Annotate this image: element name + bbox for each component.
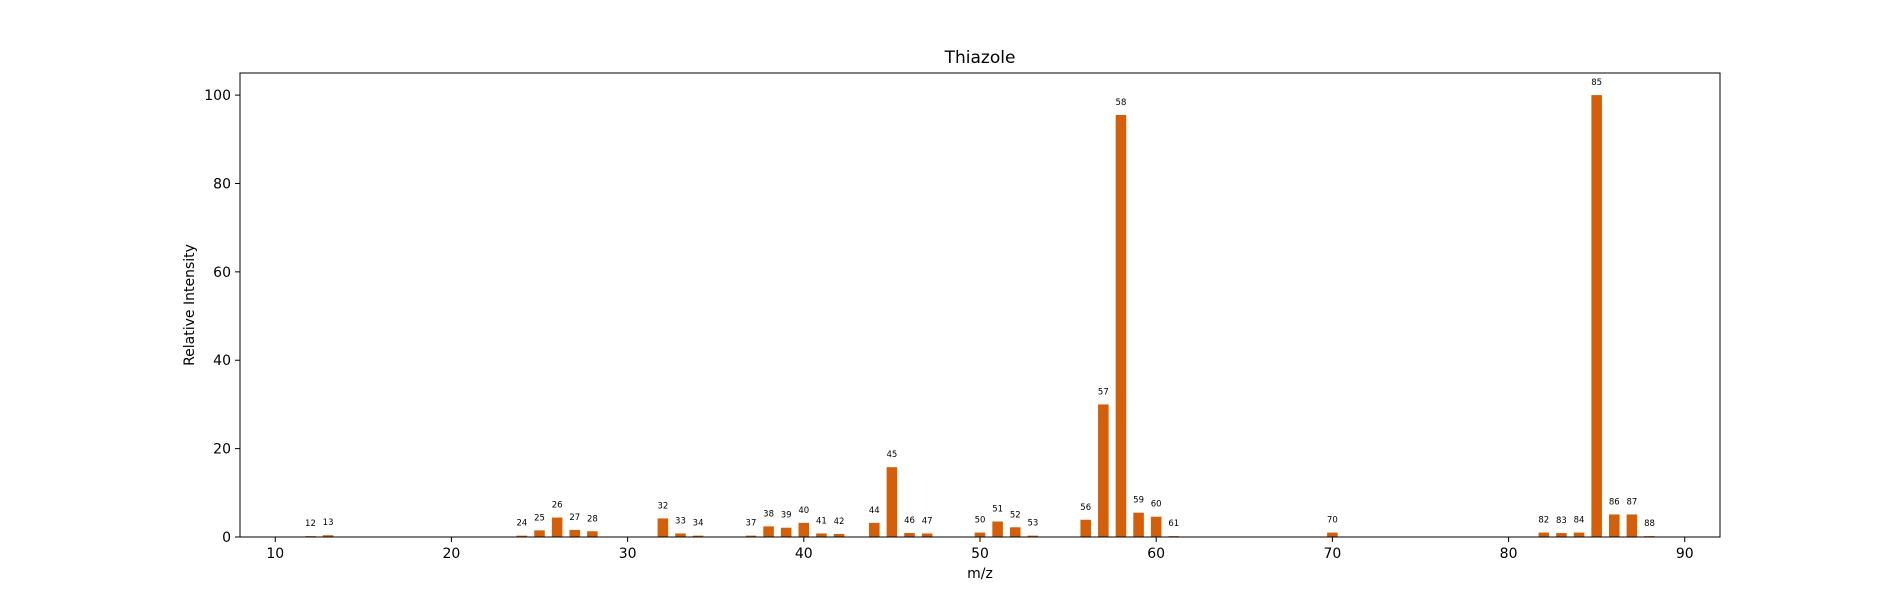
bar-mz-42 bbox=[833, 533, 845, 537]
y-tick-label-20: 20 bbox=[213, 442, 231, 458]
y-tick-label-80: 80 bbox=[213, 176, 231, 192]
bar-label-mz-53: 53 bbox=[1027, 519, 1038, 529]
bar-mz-47 bbox=[921, 533, 933, 537]
chart-title: Thiazole bbox=[944, 48, 1016, 68]
bar-mz-53 bbox=[1027, 535, 1039, 537]
bar-mz-46 bbox=[904, 533, 915, 537]
bar-mz-25 bbox=[534, 530, 545, 537]
bar-mz-85 bbox=[1591, 95, 1602, 537]
bar-label-mz-37: 37 bbox=[746, 519, 757, 529]
bar-mz-82 bbox=[1538, 532, 1550, 537]
bar-label-mz-25: 25 bbox=[534, 513, 545, 523]
x-tick-label-70: 70 bbox=[1323, 546, 1341, 562]
bar-label-mz-34: 34 bbox=[693, 519, 704, 529]
bar-label-mz-82: 82 bbox=[1538, 516, 1549, 526]
bar-label-mz-56: 56 bbox=[1080, 503, 1091, 513]
bar-label-mz-24: 24 bbox=[516, 519, 527, 529]
x-tick-label-40: 40 bbox=[795, 546, 813, 562]
bar-mz-33 bbox=[675, 533, 686, 537]
bar-label-mz-52: 52 bbox=[1010, 510, 1021, 520]
bar-mz-59 bbox=[1133, 512, 1144, 537]
bar-mz-37 bbox=[745, 535, 757, 537]
y-tick-label-40: 40 bbox=[213, 353, 231, 369]
bar-label-mz-59: 59 bbox=[1133, 496, 1144, 506]
bar-label-mz-27: 27 bbox=[569, 513, 580, 523]
y-axis: 0 20 40 60 80 100 bbox=[204, 88, 240, 546]
bar-label-mz-83: 83 bbox=[1556, 516, 1567, 526]
bar-label-mz-33: 33 bbox=[675, 516, 686, 526]
bar-mz-56 bbox=[1080, 519, 1091, 537]
bar-label-mz-60: 60 bbox=[1151, 500, 1162, 510]
bar-mz-45 bbox=[886, 467, 898, 537]
x-tick-label-60: 60 bbox=[1147, 546, 1165, 562]
x-tick-label-80: 80 bbox=[1500, 546, 1518, 562]
bar-label-mz-85: 85 bbox=[1591, 78, 1602, 88]
bar-mz-40 bbox=[798, 522, 810, 537]
bar-mz-13 bbox=[322, 535, 334, 537]
bar-mz-52 bbox=[1009, 527, 1021, 537]
bar-label-mz-28: 28 bbox=[587, 514, 598, 524]
bar-mz-84 bbox=[1573, 532, 1585, 537]
bar-label-mz-70: 70 bbox=[1327, 516, 1338, 526]
bar-mz-34 bbox=[692, 535, 704, 537]
bar-label-mz-57: 57 bbox=[1098, 387, 1109, 397]
bar-label-mz-13: 13 bbox=[323, 518, 334, 528]
bar-mz-28 bbox=[587, 531, 598, 537]
y-tick-label-100: 100 bbox=[204, 88, 231, 104]
bar-label-mz-40: 40 bbox=[798, 506, 809, 516]
bar-mz-24 bbox=[516, 535, 528, 537]
bar-label-mz-87: 87 bbox=[1626, 497, 1637, 507]
bar-label-mz-12: 12 bbox=[305, 519, 316, 529]
bar-label-mz-32: 32 bbox=[657, 501, 668, 511]
bar-mz-44 bbox=[869, 522, 880, 537]
bar-mz-32 bbox=[657, 518, 669, 537]
x-tick-label-30: 30 bbox=[619, 546, 637, 562]
bar-label-mz-26: 26 bbox=[552, 501, 563, 511]
bar-mz-50 bbox=[974, 532, 986, 537]
bar-label-mz-61: 61 bbox=[1168, 519, 1179, 529]
bar-label-mz-47: 47 bbox=[922, 516, 933, 526]
bar-series bbox=[305, 95, 1655, 537]
x-tick-label-50: 50 bbox=[971, 546, 989, 562]
bar-mz-26 bbox=[551, 517, 563, 537]
bar-label-mz-42: 42 bbox=[834, 517, 845, 527]
bar-label-mz-38: 38 bbox=[763, 509, 774, 519]
bar-label-mz-44: 44 bbox=[869, 506, 880, 516]
bar-mz-86 bbox=[1609, 514, 1620, 537]
bar-label-mz-86: 86 bbox=[1609, 497, 1620, 507]
x-axis-title: m/z bbox=[967, 566, 993, 582]
bar-label-mz-39: 39 bbox=[781, 511, 792, 521]
bar-mz-58 bbox=[1115, 114, 1127, 537]
bar-mz-51 bbox=[992, 521, 1003, 537]
x-tick-label-10: 10 bbox=[266, 546, 284, 562]
y-axis-title: Relative Intensity bbox=[182, 244, 198, 366]
bar-label-mz-50: 50 bbox=[975, 516, 986, 526]
y-tick-label-0: 0 bbox=[222, 530, 231, 546]
bar-label-mz-45: 45 bbox=[886, 450, 897, 460]
bar-mz-27 bbox=[569, 529, 581, 537]
bar-mz-39 bbox=[780, 527, 792, 537]
bar-labels: 12 13 24 25 26 27 28 32 33 34 37 38 39 40 41 42 44 45 46 47… bbox=[305, 78, 1655, 529]
bar-label-mz-58: 58 bbox=[1116, 98, 1127, 108]
bar-label-mz-46: 46 bbox=[904, 516, 915, 526]
bar-label-mz-41: 41 bbox=[816, 516, 827, 526]
bar-label-mz-88: 88 bbox=[1644, 519, 1655, 529]
bar-mz-87 bbox=[1626, 514, 1638, 537]
x-tick-label-90: 90 bbox=[1676, 546, 1694, 562]
x-tick-label-20: 20 bbox=[443, 546, 461, 562]
bar-mz-41 bbox=[816, 533, 827, 537]
bar-mz-83 bbox=[1556, 533, 1567, 537]
plot-frame bbox=[239, 72, 1721, 538]
bar-label-mz-84: 84 bbox=[1574, 516, 1585, 526]
bar-mz-60 bbox=[1150, 516, 1162, 537]
bar-label-mz-51: 51 bbox=[992, 505, 1003, 515]
y-tick-label-60: 60 bbox=[213, 265, 231, 281]
bar-mz-57 bbox=[1098, 404, 1109, 537]
bar-mz-38 bbox=[763, 526, 774, 537]
x-axis: 10 20 30 40 50 60 70 80 90 bbox=[266, 537, 1694, 562]
bar-mz-70 bbox=[1327, 532, 1338, 537]
